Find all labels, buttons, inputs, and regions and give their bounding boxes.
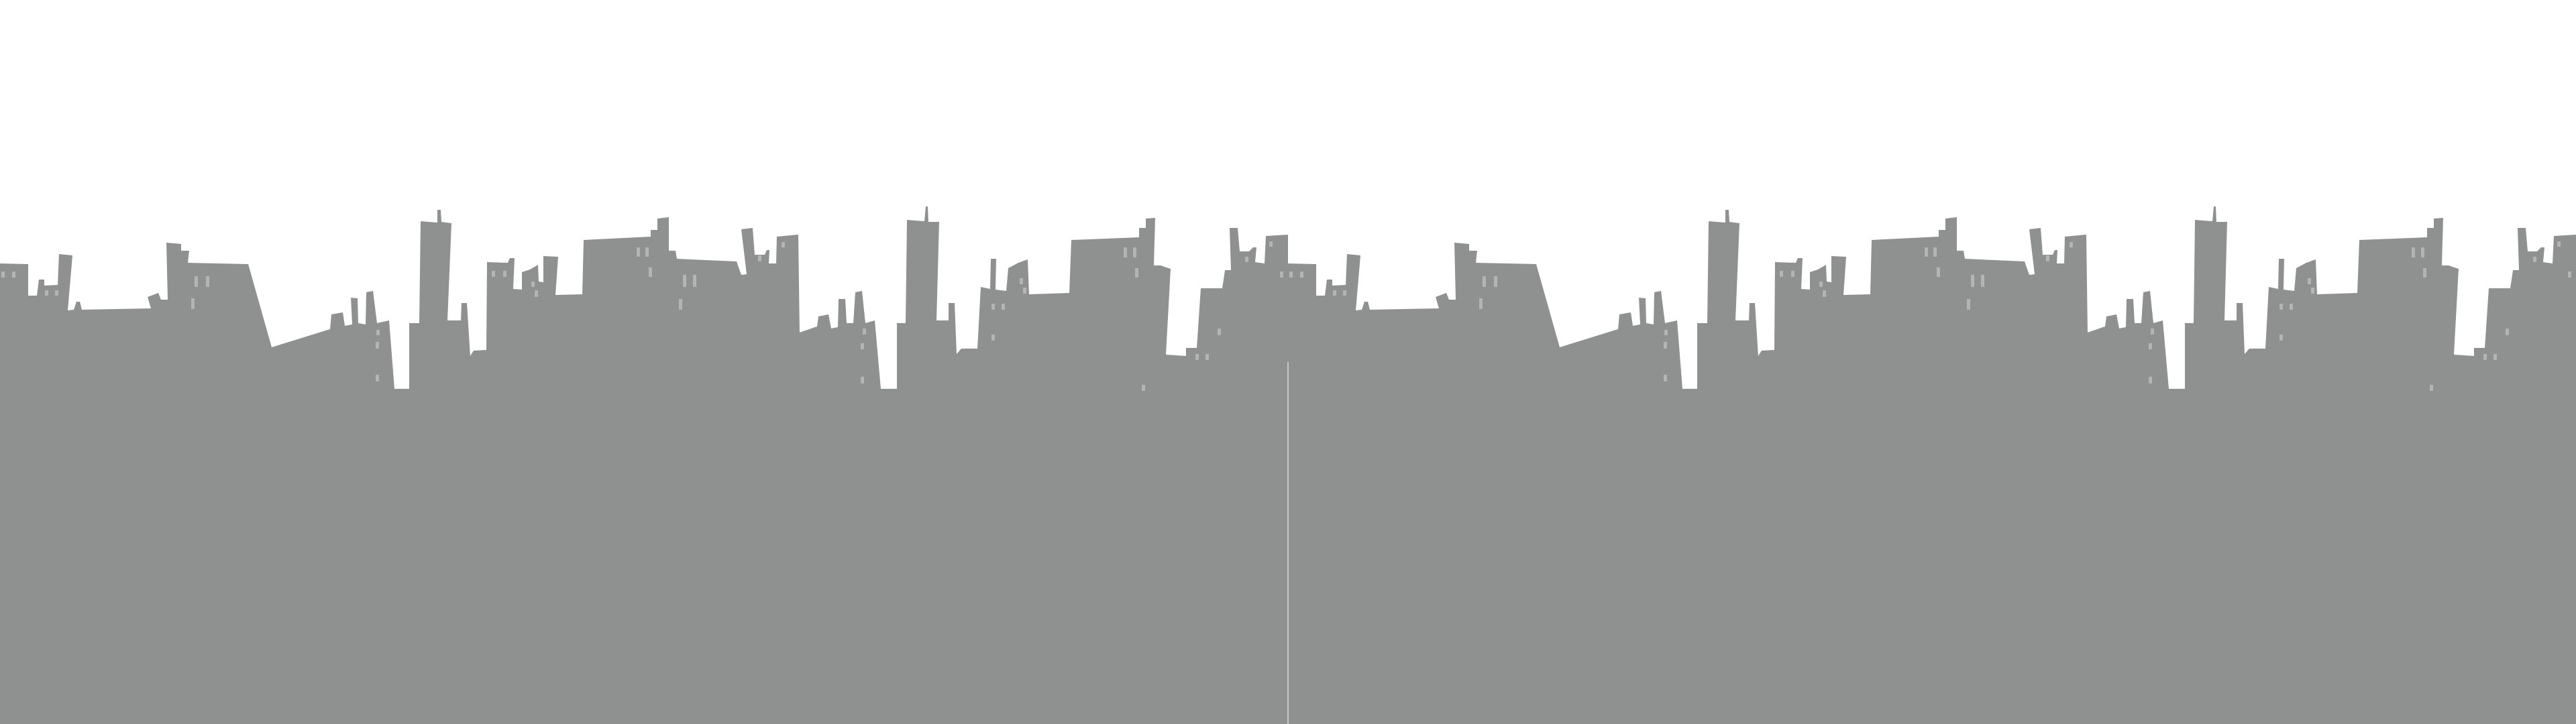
skyline-tile-right (1288, 206, 2576, 724)
skyline-tile-left (0, 206, 1288, 724)
